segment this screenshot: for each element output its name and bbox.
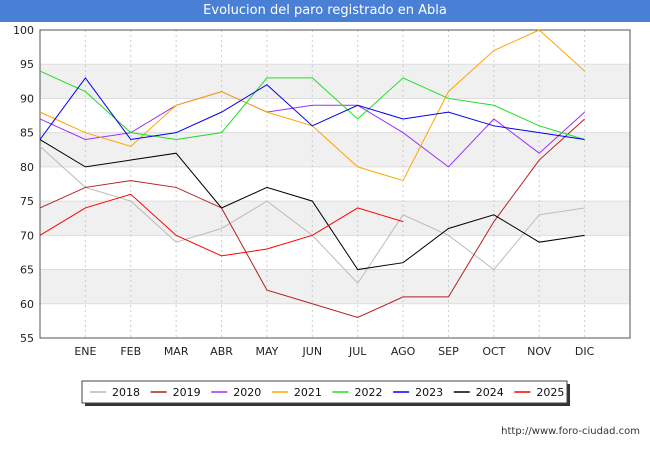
legend-box [81, 380, 568, 404]
x-tick-label: FEB [120, 345, 141, 358]
legend-label-2021: 2021 [294, 386, 322, 399]
y-tick-label: 70 [20, 229, 34, 242]
x-tick-label: JUL [348, 345, 367, 358]
series-line-2023 [39, 77, 585, 141]
series-line-2019 [39, 118, 585, 318]
y-tick-label: 85 [20, 127, 34, 140]
y-tick-label: 55 [20, 332, 34, 345]
plot-border [39, 29, 631, 339]
x-tick-label: ABR [210, 345, 233, 358]
y-tick-label: 75 [20, 195, 34, 208]
plot-band [40, 201, 630, 236]
legend-label-2018: 2018 [112, 386, 140, 399]
plot-band [40, 303, 630, 338]
x-tick-label: SEP [438, 345, 459, 358]
plot-band [40, 64, 630, 99]
plot-band [40, 269, 630, 304]
x-tick-label: ENE [74, 345, 96, 358]
plot-band [40, 132, 630, 167]
y-tick-label: 95 [20, 58, 34, 71]
series-line-2022 [39, 70, 585, 141]
series-line-2025 [39, 193, 404, 257]
series-line-2024 [39, 139, 585, 271]
x-axis-ticks: ENE FEB MAR ABR MAY JUN JUL AGO SEP OCT NOV DIC [74, 345, 594, 358]
plot-band [40, 30, 630, 65]
plot-band [40, 235, 630, 270]
series-lines [39, 29, 585, 318]
y-tick-label: 80 [20, 161, 34, 174]
legend-label-2023: 2023 [415, 386, 443, 399]
x-tick-label: AGO [391, 345, 416, 358]
legend-label-2025: 2025 [536, 386, 564, 399]
x-tick-label: OCT [482, 345, 505, 358]
y-axis-ticks: 55 60 65 70 75 80 85 90 95 100 [13, 24, 34, 345]
chart-title: Evolucion del paro registrado en Abla [0, 0, 650, 22]
x-tick-label: JUN [302, 345, 323, 358]
x-tick-label: MAR [164, 345, 189, 358]
legend-label-2019: 2019 [173, 386, 201, 399]
legend-label-2020: 2020 [233, 386, 261, 399]
y-tick-label: 65 [20, 264, 34, 277]
y-tick-label: 90 [20, 92, 34, 105]
x-tick-label: NOV [527, 345, 552, 358]
legend-label-2022: 2022 [355, 386, 383, 399]
plot-bands [40, 30, 630, 338]
plot-band [40, 166, 630, 202]
y-tick-label: 100 [13, 24, 34, 37]
y-tick-label: 60 [20, 298, 34, 311]
legend: 2018 2019 2020 2021 2022 2023 2024 2025 [81, 380, 570, 406]
x-tick-label: MAY [255, 345, 278, 358]
legend-label-2024: 2024 [476, 386, 504, 399]
x-tick-label: DIC [575, 345, 595, 358]
source-credit: http://www.foro-ciudad.com [501, 426, 640, 437]
